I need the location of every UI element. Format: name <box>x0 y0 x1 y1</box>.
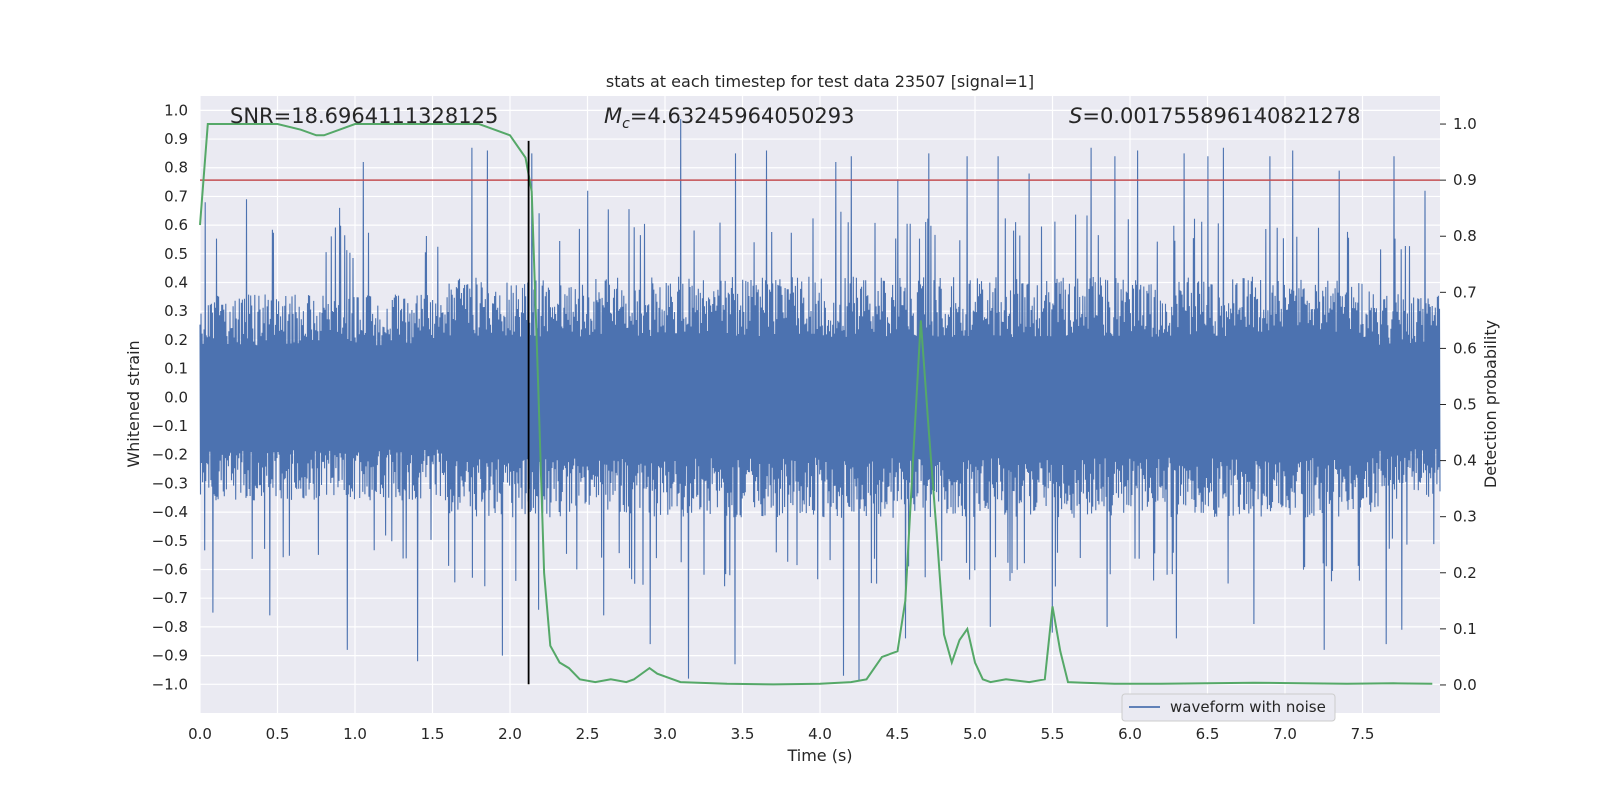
y-tick-label: 0.5 <box>164 245 188 263</box>
x-tick-label: 5.0 <box>963 725 987 743</box>
y2-tick-label: 0.7 <box>1453 283 1477 301</box>
y-tick-label: 0.8 <box>164 159 188 177</box>
chirp-mass-subscript: c <box>622 116 630 132</box>
x-tick-label: 2.0 <box>498 725 522 743</box>
y-tick-label: 0.0 <box>164 388 188 406</box>
x-tick-label: 7.5 <box>1351 725 1375 743</box>
x-tick-label: 0.5 <box>266 725 290 743</box>
legend: waveform with noise <box>1121 693 1336 722</box>
y-tick-label: 0.4 <box>164 274 188 292</box>
chart-title: stats at each timestep for test data 235… <box>606 72 1034 91</box>
y2-tick-label: 0.6 <box>1453 339 1477 357</box>
y2-axis-label: Detection probability <box>1481 320 1500 488</box>
y-tick-label: −0.1 <box>152 417 188 435</box>
y-tick-label: 0.1 <box>164 360 188 378</box>
y-tick-label: −0.3 <box>152 474 188 492</box>
strain-series <box>199 118 1441 682</box>
y-tick-label: −0.8 <box>152 618 188 636</box>
y2-tick-label: 0.1 <box>1453 620 1477 638</box>
strain-line <box>199 118 1441 682</box>
y-axis-label: Whitened strain <box>124 340 143 467</box>
x-tick-label: 5.5 <box>1041 725 1065 743</box>
x-tick-label: 0.0 <box>188 725 212 743</box>
overlay <box>199 123 1440 686</box>
x-tick-label: 6.5 <box>1196 725 1220 743</box>
s-value: =0.001755896140821278 <box>1082 104 1360 128</box>
y2-tick-label: 0.5 <box>1453 396 1477 414</box>
y2-tick-label: 0.3 <box>1453 508 1477 526</box>
x-tick-label: 4.5 <box>886 725 910 743</box>
y-tick-label: 0.9 <box>164 130 188 148</box>
y-tick-label: −0.7 <box>152 589 188 607</box>
x-tick-label: 6.0 <box>1118 725 1142 743</box>
snr-annotation: SNR=18.6964111328125 <box>230 104 498 128</box>
chirp-mass-symbol: M <box>604 104 622 128</box>
legend-label: waveform with noise <box>1170 698 1326 716</box>
x-tick-label: 3.0 <box>653 725 677 743</box>
y-tick-label: −0.5 <box>152 532 188 550</box>
s-annotation: S=0.001755896140821278 <box>1069 104 1360 128</box>
y-tick-label: −0.9 <box>152 647 188 665</box>
y-tick-label: −0.4 <box>152 503 188 521</box>
x-tick-label: 7.0 <box>1273 725 1297 743</box>
x-tick-label: 3.5 <box>731 725 755 743</box>
x-tick-label: 4.0 <box>808 725 832 743</box>
s-symbol: S <box>1069 104 1082 128</box>
y-tick-label: 0.7 <box>164 187 188 205</box>
chirp-mass-annotation: Mc=4.63245964050293 <box>604 104 855 132</box>
y2-tick-label: 0.0 <box>1453 676 1477 694</box>
y-tick-label: 0.2 <box>164 331 188 349</box>
y2-tick-label: 1.0 <box>1453 115 1477 133</box>
y-tick-label: 0.3 <box>164 302 188 320</box>
legend-box <box>1121 693 1336 722</box>
axes: 1.0 0.9 0.8 0.7 0.6 0.5 0.4 0.3 0.2 0.1 0.0 −0.1 −0.… <box>152 101 1477 743</box>
detection-probability-line <box>199 123 1433 686</box>
y2-tick-label: 0.8 <box>1453 227 1477 245</box>
y-tick-label: −0.6 <box>152 561 188 579</box>
chirp-mass-value: =4.63245964050293 <box>630 104 855 128</box>
y-tick-label: 0.6 <box>164 216 188 234</box>
x-axis-label: Time (s) <box>786 746 852 765</box>
y2-tick-label: 0.9 <box>1453 171 1477 189</box>
x-tick-label: 1.5 <box>421 725 445 743</box>
x-tick-label: 2.5 <box>576 725 600 743</box>
y2-tick-label: 0.4 <box>1453 452 1477 470</box>
y2-tick-label: 0.2 <box>1453 564 1477 582</box>
x-tick-label: 1.0 <box>343 725 367 743</box>
y-tick-label: 1.0 <box>164 101 188 119</box>
y-tick-label: −1.0 <box>152 675 188 693</box>
y-tick-label: −0.2 <box>152 446 188 464</box>
